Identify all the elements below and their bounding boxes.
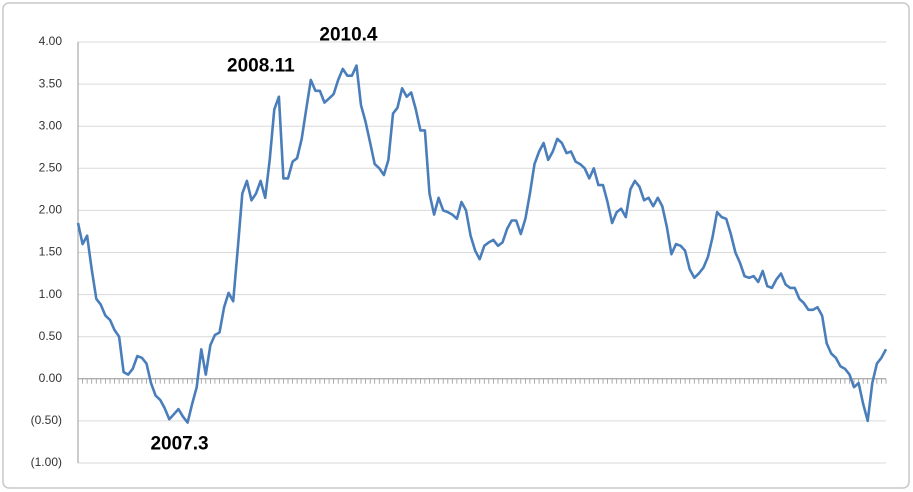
y-tick-label: (1.00) — [31, 455, 62, 469]
y-tick-label: 1.50 — [39, 245, 63, 259]
y-tick-label: 3.50 — [39, 76, 63, 90]
y-tick-label: 0.00 — [39, 371, 63, 385]
annotation: 2008.11 — [227, 56, 295, 77]
x-axis-ticks — [77, 378, 887, 384]
annotation: 2010.4 — [319, 25, 378, 46]
y-tick-label: 0.50 — [39, 329, 63, 343]
y-tick-label: 4.00 — [39, 34, 63, 48]
y-tick-label: 3.00 — [39, 118, 63, 132]
y-tick-label: 2.00 — [39, 203, 63, 217]
y-tick-label: 1.00 — [39, 287, 63, 301]
data-line — [76, 64, 888, 424]
annotation: 2007.3 — [150, 434, 208, 455]
y-tick-label: 2.50 — [39, 160, 63, 174]
y-tick-label: (0.50) — [31, 413, 62, 427]
